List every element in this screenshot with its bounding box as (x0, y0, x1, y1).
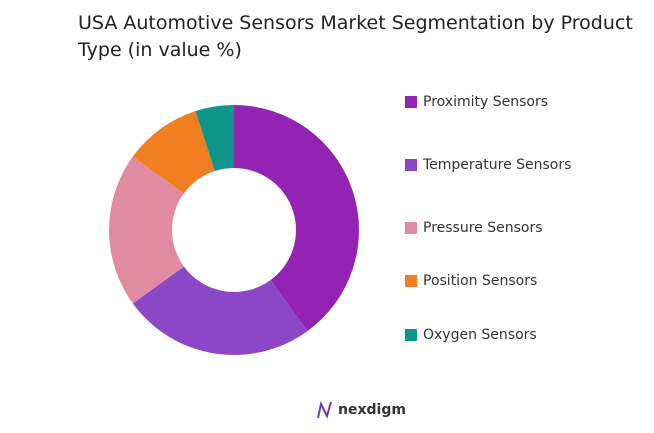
legend-swatch (405, 222, 417, 234)
donut-slice (132, 266, 308, 355)
legend-label: Pressure Sensors (423, 220, 543, 236)
footer-logo: nexdigm (317, 401, 406, 419)
donut-slice (195, 105, 234, 172)
legend-swatch (405, 96, 417, 108)
legend-label: Position Sensors (423, 273, 537, 289)
legend-label: Oxygen Sensors (423, 327, 537, 343)
legend-label: Temperature Sensors (422, 157, 571, 173)
chart-title: USA Automotive Sensors Market Segmentati… (78, 12, 633, 61)
legend-swatch (405, 329, 417, 341)
logo-text: nexdigm (338, 402, 406, 418)
logo-icon (317, 401, 332, 419)
donut-slice (234, 105, 360, 332)
legend-label: Proximity Sensors (423, 94, 548, 110)
donut-slice (109, 156, 184, 304)
legend-swatch (405, 275, 417, 287)
legend-swatch (405, 159, 417, 171)
donut-slice (132, 111, 215, 194)
